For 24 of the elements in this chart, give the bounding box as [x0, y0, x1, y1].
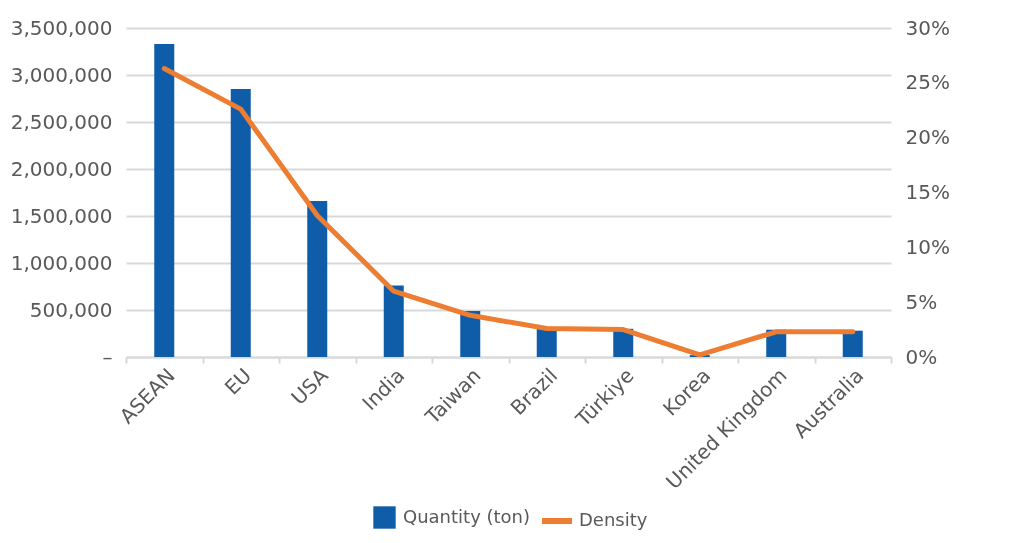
y-tick-label: 2,500,000	[10, 109, 113, 134]
legend-label: Density	[579, 509, 648, 530]
y-tick-label: –	[102, 344, 113, 369]
y-tick-label: 1,500,000	[10, 203, 113, 228]
bar	[154, 43, 175, 357]
y2-tick-label: 0%	[905, 344, 938, 369]
bar	[383, 285, 404, 357]
legend-label: Quantity (ton)	[403, 505, 531, 527]
y-tick-label: 500,000	[29, 297, 113, 322]
y2-tick-label: 20%	[905, 125, 950, 150]
y-tick-label: 2,000,000	[10, 156, 113, 181]
y2-tick-label: 30%	[905, 15, 950, 40]
y-tick-label: 3,000,000	[10, 62, 113, 87]
y2-tick-label: 10%	[905, 234, 950, 259]
y-tick-label: 3,500,000	[10, 15, 113, 40]
y2-tick-label: 25%	[905, 70, 950, 95]
y2-tick-label: 15%	[905, 180, 950, 204]
x-tick-label: USA	[286, 363, 333, 410]
y-tick-label: 1,000,000	[10, 250, 113, 275]
bar	[230, 89, 251, 357]
bar	[842, 330, 863, 357]
x-tick-label: EU	[219, 363, 257, 400]
bar	[307, 200, 328, 357]
y2-tick-label: 5%	[905, 289, 938, 314]
